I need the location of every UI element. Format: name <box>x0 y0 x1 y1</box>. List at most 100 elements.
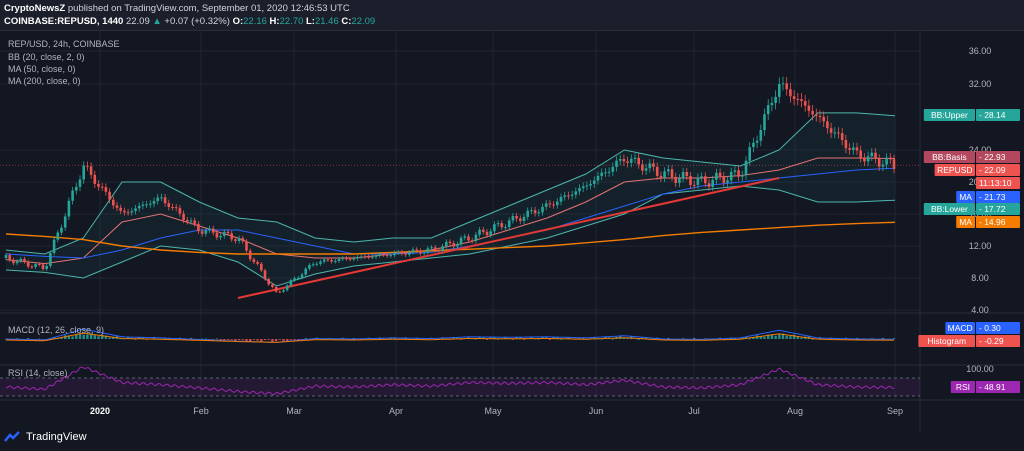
candle-body <box>430 247 433 249</box>
candle-body <box>23 258 26 262</box>
candle-body <box>667 169 670 172</box>
legend-rsi[interactable]: RSI (14, close) <box>8 368 68 378</box>
candle-body <box>881 164 885 167</box>
candle-body <box>137 205 141 209</box>
macd-histogram-bar <box>260 339 263 342</box>
macd-histogram-bar <box>204 338 207 340</box>
candle-body <box>437 249 441 251</box>
macd-histogram-bar <box>286 339 289 342</box>
candle-body <box>807 105 811 111</box>
macd-histogram-bar <box>27 338 30 339</box>
legend-ma50[interactable]: MA (50, close, 0) <box>8 64 76 74</box>
macd-histogram-bar <box>519 337 522 339</box>
macd-histogram-bar <box>644 337 648 339</box>
candle-body <box>245 241 248 251</box>
candle-body <box>478 229 481 235</box>
candle-body <box>485 231 489 236</box>
bb-upper-value: - 28.14 <box>979 110 1006 120</box>
candle-body <box>633 157 637 159</box>
candle-body <box>741 175 744 177</box>
candle-body <box>330 259 333 262</box>
ma200-name-tag <box>956 216 975 228</box>
macd-histogram-bar <box>241 339 244 340</box>
candle-body <box>197 223 200 232</box>
candle-body <box>56 232 60 240</box>
macd-histogram-bar <box>112 336 115 339</box>
macd-histogram-bar <box>892 338 896 339</box>
macd-histogram-bar <box>271 339 274 342</box>
legend-ma200[interactable]: MA (200, close, 0) <box>8 76 81 86</box>
candle-body <box>263 270 267 280</box>
tradingview-logo-icon <box>4 431 20 442</box>
candle-body <box>230 233 233 240</box>
macd-histogram-bar <box>785 335 788 339</box>
candle-body <box>34 264 37 267</box>
candle-body <box>622 159 626 162</box>
candle-body <box>300 274 304 278</box>
candle-body <box>182 213 185 220</box>
price-candles <box>4 76 896 294</box>
macd-histogram-bar <box>97 336 100 339</box>
macd-histogram-bar <box>811 338 814 340</box>
macd-histogram-bar <box>796 336 799 339</box>
bb-lower-value: - 17.72 <box>979 204 1006 214</box>
macd-histogram-bar <box>741 337 744 339</box>
candle-body <box>448 241 452 244</box>
candle-body <box>378 254 381 256</box>
candle-body <box>123 210 126 213</box>
macd-histogram-bar <box>600 338 603 340</box>
legend-bb[interactable]: BB (20, close, 2, 0) <box>8 52 85 62</box>
candle-body <box>389 255 393 257</box>
candle-body <box>278 291 282 293</box>
macd-value-tag <box>976 322 1020 334</box>
legend-title[interactable]: REP/USD, 24h, COINBASE <box>8 39 120 49</box>
candle-body <box>459 237 463 245</box>
publisher-name[interactable]: CryptoNewsZ <box>4 3 66 14</box>
candle-body <box>256 262 259 264</box>
symbol-name[interactable]: COINBASE:REPUSD, 1440 <box>4 16 124 27</box>
macd-histogram-bar <box>767 334 770 339</box>
candle-body <box>411 249 415 253</box>
macd-histogram-bar <box>267 339 270 340</box>
candle-body <box>763 114 766 130</box>
bb-upper-value-tag <box>976 109 1020 121</box>
candle-body <box>567 195 570 197</box>
symbol-info: COINBASE:REPUSD, 1440 22.09 ▲ +0.07 (+0.… <box>4 16 375 27</box>
candle-body <box>71 190 74 201</box>
macd-histogram-bar <box>86 334 89 339</box>
time-tick-label: Apr <box>389 406 403 416</box>
candle-body <box>678 178 681 183</box>
candle-body <box>652 163 655 167</box>
macd-histogram-bar <box>641 337 644 339</box>
candle-body <box>644 168 648 171</box>
macd-histogram-bar <box>522 339 526 340</box>
legend-macd[interactable]: MACD (12, 26, close, 9) <box>8 325 105 335</box>
candle-body <box>75 186 78 191</box>
candle-body <box>681 171 685 179</box>
macd-histogram-bar <box>52 337 56 339</box>
bb-upper-name: BB:Upper <box>931 110 968 120</box>
close-label: C: <box>341 16 352 27</box>
candle-body <box>840 133 844 141</box>
rsi-name-tag <box>950 381 975 393</box>
bb-basis-name-tag <box>923 151 975 163</box>
open-label: O: <box>232 16 244 27</box>
candle-body <box>174 207 178 209</box>
candle-body <box>356 257 359 259</box>
candle-body <box>141 204 145 206</box>
candle-body <box>892 159 896 169</box>
bb-basis-name: BB:Basis <box>932 152 967 162</box>
candle-body <box>537 212 541 214</box>
candle-body <box>108 191 111 200</box>
candle-body <box>126 212 130 214</box>
candle-body <box>674 176 677 183</box>
candle-body <box>470 240 474 242</box>
candle-body <box>204 230 208 234</box>
chart-canvas[interactable]: 4.008.0012.0016.0020.0024.0032.0036.0010… <box>0 30 1024 431</box>
candle-body <box>308 264 311 269</box>
tradingview-logo[interactable]: TradingView <box>4 431 87 443</box>
macd-histogram-bar <box>541 336 544 339</box>
candle-body <box>615 160 618 167</box>
rsi-band <box>0 378 920 396</box>
candle-body <box>97 183 100 187</box>
